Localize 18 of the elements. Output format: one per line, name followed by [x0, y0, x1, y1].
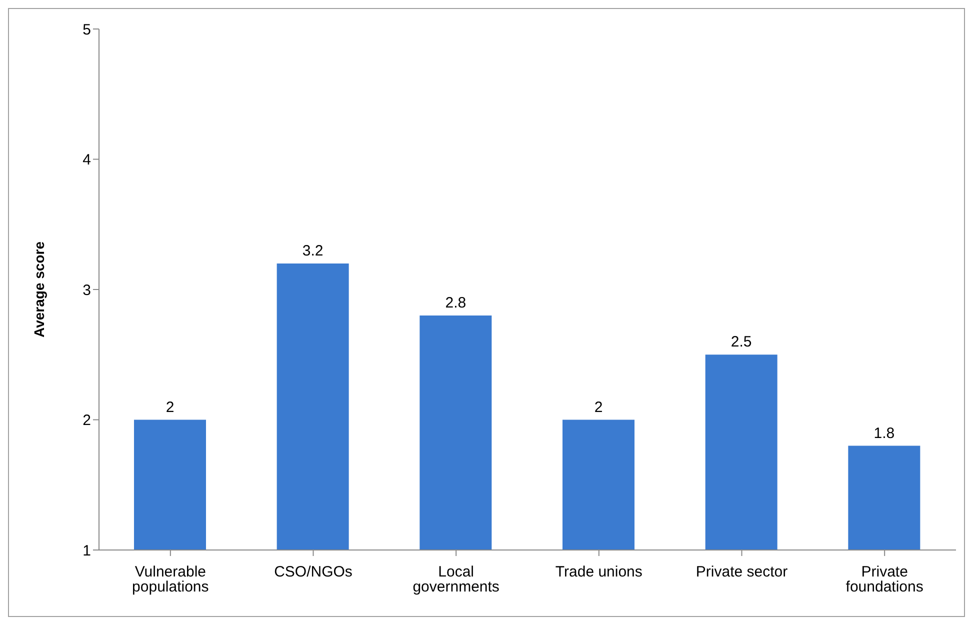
y-tick-label: 1 — [82, 542, 91, 560]
data-label: 2.8 — [445, 294, 466, 312]
y-tick-label: 5 — [82, 21, 91, 38]
x-tick-label: Vulnerable populations — [132, 564, 209, 596]
y-axis-title: Average score — [30, 241, 47, 338]
x-tick-label: Private sector — [696, 564, 788, 581]
x-tick-label: Private foundations — [846, 564, 924, 596]
data-label: 2 — [594, 398, 603, 416]
data-label: 2.5 — [730, 334, 752, 351]
x-tick-label: CSO/NGOs — [274, 564, 352, 581]
x-tick-label: Trade unions — [555, 564, 642, 581]
x-tick-label: Local governments — [412, 564, 500, 596]
data-label: 1.8 — [874, 424, 895, 442]
data-label: 3.2 — [302, 242, 324, 260]
y-tick-label: 4 — [82, 152, 91, 169]
y-tick-label: 3 — [82, 282, 91, 299]
data-label: 2 — [166, 398, 174, 416]
y-tick-label: 2 — [82, 412, 91, 430]
